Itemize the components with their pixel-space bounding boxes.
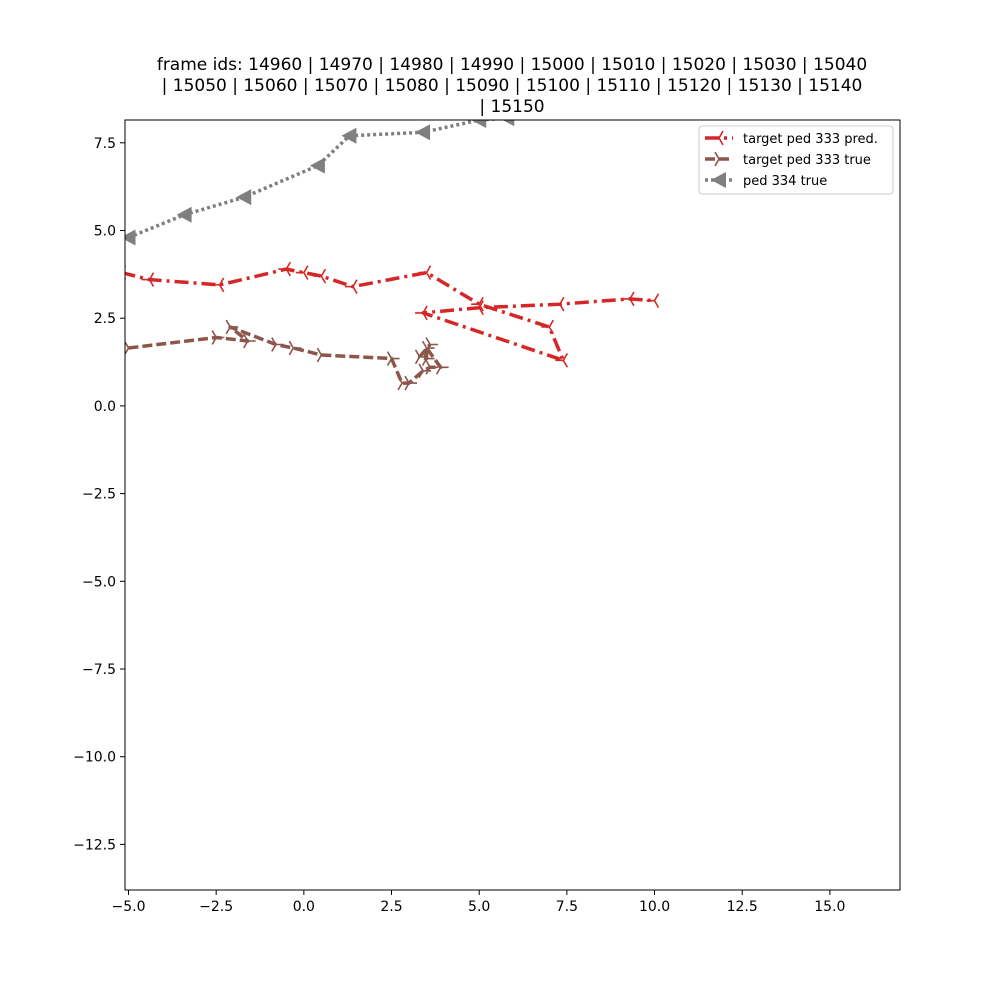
data-point [471, 120, 487, 128]
legend-box [698, 125, 894, 195]
x-tick-label: −5.0 [112, 899, 146, 915]
y-tick-label: −10.0 [73, 750, 116, 766]
x-axis: −5.0 −2.5 0.0 2.5 5.0 7.5 10.0 12.5 15.0 [112, 890, 845, 915]
data-point [125, 340, 137, 356]
legend-entry: ped 334 true [705, 172, 827, 189]
y-tick-label: 7.5 [94, 136, 116, 152]
data-point [295, 265, 309, 280]
data-point [415, 124, 431, 141]
legend-entry: target ped 333 pred. [705, 130, 878, 147]
data-point [141, 272, 155, 287]
series-layer [125, 120, 660, 391]
data-point [211, 277, 225, 293]
legend-marker [711, 130, 724, 146]
data-point [243, 333, 256, 349]
data-point [271, 337, 284, 352]
data-point [471, 300, 484, 316]
data-point [386, 351, 400, 366]
data-point [551, 296, 565, 312]
series-2 [125, 319, 449, 391]
chart-title-line-2: | 15050 | 15060 | 15070 | 15080 | 15090 … [162, 76, 863, 96]
y-tick-label: −2.5 [82, 487, 116, 503]
legend: target ped 333 pred. target ped 333 true p… [698, 125, 894, 195]
x-tick-label: 2.5 [380, 899, 402, 915]
data-point [418, 265, 432, 280]
legend-label: ped 334 true [743, 174, 827, 189]
data-point [502, 120, 515, 127]
data-point [341, 127, 357, 144]
chart-title-line-1: frame ids: 14960 | 14970 | 14980 | 14990… [157, 55, 867, 75]
x-tick-label: 15.0 [814, 899, 845, 915]
data-point [309, 157, 325, 174]
data-point [176, 206, 192, 223]
y-tick-label: 2.5 [94, 311, 116, 327]
x-tick-label: 12.5 [727, 899, 758, 915]
legend-entry: target ped 333 true [705, 151, 871, 168]
data-point [288, 340, 302, 356]
data-point [316, 347, 330, 363]
x-tick-label: 7.5 [556, 899, 578, 915]
x-tick-label: −2.5 [199, 899, 233, 915]
data-point [415, 305, 428, 321]
data-point [344, 279, 358, 294]
legend-label: target ped 333 true [743, 153, 871, 168]
y-tick-label: −5.0 [82, 574, 116, 590]
data-point [125, 229, 136, 246]
y-tick-label: −7.5 [82, 662, 116, 678]
y-tick-label: 0.0 [94, 399, 116, 415]
data-point [541, 319, 555, 335]
x-tick-label: 5.0 [468, 899, 490, 915]
y-tick-label: −12.5 [73, 837, 116, 853]
data-point [555, 352, 569, 368]
data-point [404, 375, 418, 391]
data-point [418, 363, 432, 379]
data-point [225, 319, 239, 335]
x-tick-label: 0.0 [293, 899, 315, 915]
data-point [425, 359, 439, 375]
plot-frame [124, 119, 901, 891]
series-1 [125, 261, 660, 368]
data-point [125, 265, 127, 280]
series-line [127, 120, 507, 240]
data-point [646, 293, 660, 308]
data-point [414, 349, 428, 365]
data-point [425, 337, 439, 352]
data-point [435, 359, 449, 375]
series-3 [125, 120, 515, 246]
series-line [128, 325, 443, 385]
data-point [211, 330, 225, 345]
y-axis: 7.5 5.0 2.5 0.0 −2.5 −5.0 −7.5 −10.0 −12.5 [73, 136, 125, 853]
data-point [236, 189, 252, 206]
x-tick-label: 10.0 [639, 899, 670, 915]
data-point [278, 261, 292, 277]
y-tick-label: 5.0 [94, 224, 116, 240]
data-point [313, 268, 327, 284]
legend-label: target ped 333 pred. [743, 132, 878, 147]
series-line [125, 267, 655, 363]
data-point [621, 291, 635, 307]
chart-title-line-3: | 15150 [479, 97, 544, 117]
legend-marker [711, 172, 726, 188]
legend-marker [714, 151, 727, 167]
